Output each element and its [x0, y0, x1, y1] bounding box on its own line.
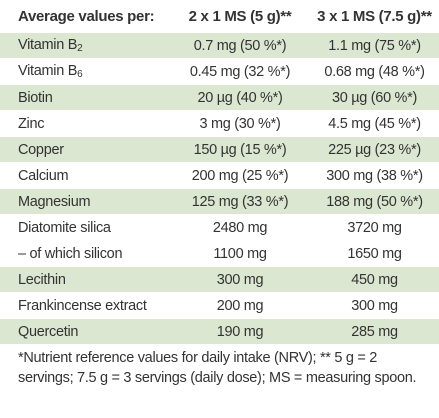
header-row: Average values per: 2 x 1 MS (5 g)** 3 x… — [0, 0, 439, 33]
nutrient-name: Zinc — [0, 110, 170, 137]
nutrient-name: Biotin — [0, 84, 170, 111]
nutrient-value: 2480 mg — [170, 214, 310, 241]
nutrient-value: 200 mg (25 %*) — [170, 162, 310, 189]
nutrient-value: 20 µg (40 %*) — [170, 84, 310, 111]
nutrient-value: 225 µg (23 %*) — [310, 136, 439, 163]
nutrient-value: 285 mg — [310, 318, 439, 345]
nutrient-value: 300 mg — [170, 266, 310, 293]
nutrient-name: Frankincense extract — [0, 292, 170, 319]
nutrient-value: 0.7 mg (50 %*) — [170, 32, 310, 59]
table-row: Biotin 20 µg (40 %*) 30 µg (60 %*) — [0, 84, 439, 111]
table-row: Vitamin B2 0.7 mg (50 %*) 1.1 mg (75 %*) — [0, 32, 439, 59]
nutrient-value: 300 mg (38 %*) — [310, 162, 439, 189]
table-row: Vitamin B6 0.45 mg (32 %*) 0.68 mg (48 %*) — [0, 58, 439, 85]
nutrient-value: 188 mg (50 %*) — [310, 188, 439, 215]
table-row: Zinc 3 mg (30 %*) 4.5 mg (45 %*) — [0, 110, 439, 137]
footnote: *Nutrient reference values for daily int… — [18, 350, 417, 386]
table-row: Magnesium 125 mg (33 %*) 188 mg (50 %*) — [0, 188, 439, 215]
nutrient-name: Vitamin B6 — [0, 58, 170, 85]
nutrient-name: Magnesium — [0, 188, 170, 215]
nutrient-name: Lecithin — [0, 266, 170, 293]
nutrient-value: 3720 mg — [310, 214, 439, 241]
table-body: Vitamin B2 0.7 mg (50 %*) 1.1 mg (75 %*) Vi… — [0, 32, 439, 345]
nutrient-name: Calcium — [0, 162, 170, 189]
nutrient-name: Diatomite silica — [0, 214, 170, 241]
nutrient-value: 450 mg — [310, 266, 439, 293]
nutrient-value: 190 mg — [170, 318, 310, 345]
nutrient-value: 3 mg (30 %*) — [170, 110, 310, 137]
nutrient-table: Average values per: 2 x 1 MS (5 g)** 3 x… — [0, 0, 439, 345]
nutrient-value: 1650 mg — [310, 240, 439, 267]
nutrient-label: Vitamin B — [18, 37, 78, 53]
nutrient-value: 125 mg (33 %*) — [170, 188, 310, 215]
nutrient-value: 300 mg — [310, 292, 439, 319]
nutrient-value: 1100 mg — [170, 240, 310, 267]
nutrient-name: – of which silicon — [0, 240, 170, 267]
header-cell: 2 x 1 MS (5 g)** — [170, 0, 310, 33]
nutrient-subscript: 2 — [77, 43, 83, 54]
header-cell: Average values per: — [0, 0, 170, 33]
table-row: Copper 150 µg (15 %*) 225 µg (23 %*) — [0, 136, 439, 163]
nutrient-value: 4.5 mg (45 %*) — [310, 110, 439, 137]
nutrient-name: Vitamin B2 — [0, 32, 170, 59]
table-row: Frankincense extract 200 mg 300 mg — [0, 292, 439, 319]
header-cell: 3 x 1 MS (7.5 g)** — [310, 0, 439, 33]
nutrient-value: 30 µg (60 %*) — [310, 84, 439, 111]
table-row: – of which silicon 1100 mg 1650 mg — [0, 240, 439, 267]
table-row: Lecithin 300 mg 450 mg — [0, 266, 439, 293]
nutrient-subscript: 6 — [77, 69, 83, 80]
nutrient-name: Copper — [0, 136, 170, 163]
nutrient-value: 200 mg — [170, 292, 310, 319]
nutrient-value: 0.45 mg (32 %*) — [170, 58, 310, 85]
nutrient-value: 150 µg (15 %*) — [170, 136, 310, 163]
nutrient-value: 1.1 mg (75 %*) — [310, 32, 439, 59]
nutrient-label: Vitamin B — [18, 63, 78, 79]
nutrient-value: 0.68 mg (48 %*) — [310, 58, 439, 85]
table-row: Diatomite silica 2480 mg 3720 mg — [0, 214, 439, 241]
table-row: Calcium 200 mg (25 %*) 300 mg (38 %*) — [0, 162, 439, 189]
table-row: Quercetin 190 mg 285 mg — [0, 318, 439, 345]
nutrient-name: Quercetin — [0, 318, 170, 345]
